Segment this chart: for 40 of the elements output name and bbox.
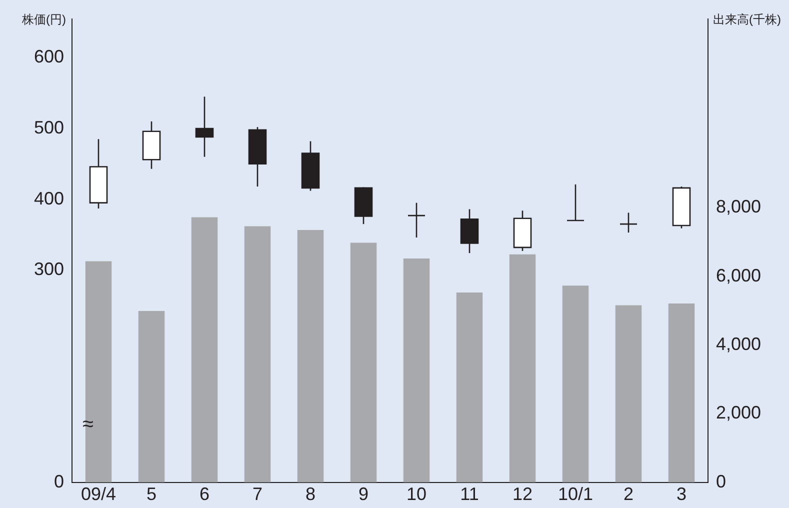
bar <box>562 286 589 482</box>
y-tick-label: 300 <box>34 259 64 280</box>
bar <box>297 230 324 482</box>
candlestick <box>407 202 426 238</box>
x-tick-label: 10 <box>406 484 427 504</box>
bar <box>668 303 695 482</box>
y2-axis-title: 出来高(千株) <box>713 12 781 26</box>
bar <box>403 258 430 482</box>
x-tick-label: 12 <box>512 484 533 504</box>
bar <box>456 292 483 482</box>
x-tick-label: 8 <box>305 484 316 504</box>
y-tick-label: 500 <box>34 117 64 138</box>
annotation: ≈ <box>82 414 94 436</box>
x-tick-label: 6 <box>199 484 210 504</box>
x-tick-label: 09/4 <box>80 484 116 504</box>
y2-tick-label: 6,000 <box>716 265 762 286</box>
bar <box>138 311 165 482</box>
bar <box>350 242 377 482</box>
candlestick <box>566 184 585 222</box>
x-tick-label: 2 <box>623 484 634 504</box>
y-tick-label: 400 <box>34 188 64 208</box>
y2-tick-label: 0 <box>716 471 726 492</box>
x-tick-label: 9 <box>358 484 369 504</box>
y-tick-label: 0 <box>54 471 64 492</box>
y2-tick-label: 2,000 <box>716 402 762 423</box>
candlestick <box>619 212 638 234</box>
bar <box>615 305 642 482</box>
y-axis-title: 株価(円) <box>21 12 66 26</box>
bar <box>509 254 536 482</box>
bar <box>244 226 271 482</box>
y2-tick-label: 4,000 <box>716 334 762 354</box>
x-tick-label: 11 <box>460 484 479 504</box>
y2-tick-label: 8,000 <box>716 196 762 217</box>
x-tick-label: 3 <box>676 484 687 504</box>
y-tick-label: 600 <box>34 46 64 67</box>
x-tick-label: 5 <box>146 484 157 504</box>
bar <box>85 261 112 482</box>
x-tick-label: 7 <box>252 484 263 504</box>
bar <box>191 217 218 482</box>
x-tick-label: 10/1 <box>558 484 594 504</box>
